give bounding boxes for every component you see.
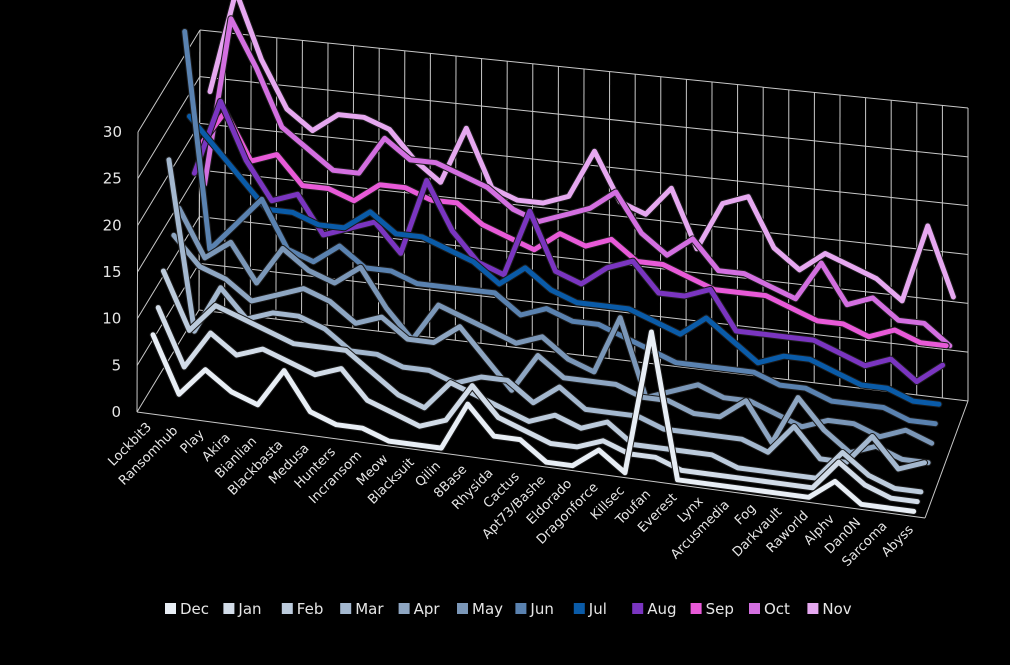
back-wall-vertical-gridline [455, 56, 456, 340]
legend-swatch [749, 603, 760, 614]
legend-swatch [399, 603, 410, 614]
legend-swatch [515, 603, 526, 614]
legend-swatch [574, 603, 585, 614]
series-line-sep [200, 111, 947, 345]
legend-label: Jan [237, 600, 261, 618]
y-tick-label: 20 [103, 216, 122, 234]
legend-swatch [632, 603, 643, 614]
legend-label: Dec [180, 600, 209, 618]
legend-item-dec: Dec [165, 600, 209, 618]
series-line-may [179, 208, 932, 443]
legend-item-jul: Jul [574, 600, 607, 618]
legend-item-feb: Feb [282, 600, 324, 618]
legend-label: Jul [588, 600, 607, 618]
legend-item-nov: Nov [807, 600, 851, 618]
legend-item-oct: Oct [749, 600, 790, 618]
series-line-shadow-may [179, 208, 932, 443]
series-line-shadow-sep [200, 111, 947, 345]
legend-swatch [282, 603, 293, 614]
floor-right-edge [925, 401, 968, 518]
legend-label: Feb [297, 600, 324, 618]
y-tick-label: 30 [103, 123, 122, 141]
legend-swatch [340, 603, 351, 614]
legend-item-apr: Apr [399, 600, 441, 618]
y-tick-label: 15 [102, 263, 121, 281]
y-tick-label: 10 [102, 310, 121, 328]
legend-label: Mar [355, 600, 384, 618]
series-layer [153, 0, 953, 511]
back-wall-vertical-gridline [353, 46, 354, 329]
y-tick-label: 5 [112, 356, 122, 374]
legend-item-jun: Jun [515, 600, 553, 618]
back-wall-vertical-gridline [481, 59, 482, 344]
legend-label: Nov [822, 600, 851, 618]
y-tick-label: 0 [111, 403, 121, 421]
back-wall-vertical-gridline [276, 38, 277, 319]
back-wall-vertical-gridline [532, 64, 533, 350]
legend-swatch [457, 603, 468, 614]
legend-swatch [223, 603, 234, 614]
legend-label: Jun [529, 600, 553, 618]
legend-swatch [165, 603, 176, 614]
legend-item-mar: Mar [340, 600, 384, 618]
back-wall-vertical-gridline [378, 48, 379, 331]
legend-item-sep: Sep [691, 600, 734, 618]
legend-label: Aug [647, 600, 676, 618]
legend: Dec Jan Feb Mar Apr May Jun Jul Aug Sep Oct Nov [165, 600, 852, 618]
legend-item-may: May [457, 600, 503, 618]
legend-swatch [691, 603, 702, 614]
back-wall-vertical-gridline [404, 51, 405, 334]
y-tick-label: 25 [103, 170, 122, 188]
legend-item-aug: Aug [632, 600, 676, 618]
legend-label: Apr [414, 600, 441, 618]
legend-label: Sep [706, 600, 734, 618]
legend-label: May [472, 600, 503, 618]
legend-swatch [807, 603, 818, 614]
y-axis-ticks: 0 5 10 15 20 25 30 [102, 123, 122, 421]
legend-label: Oct [764, 600, 790, 618]
side-wall-edge [137, 132, 138, 412]
legend-item-jan: Jan [223, 600, 261, 618]
back-wall-vertical-gridline [558, 66, 559, 352]
